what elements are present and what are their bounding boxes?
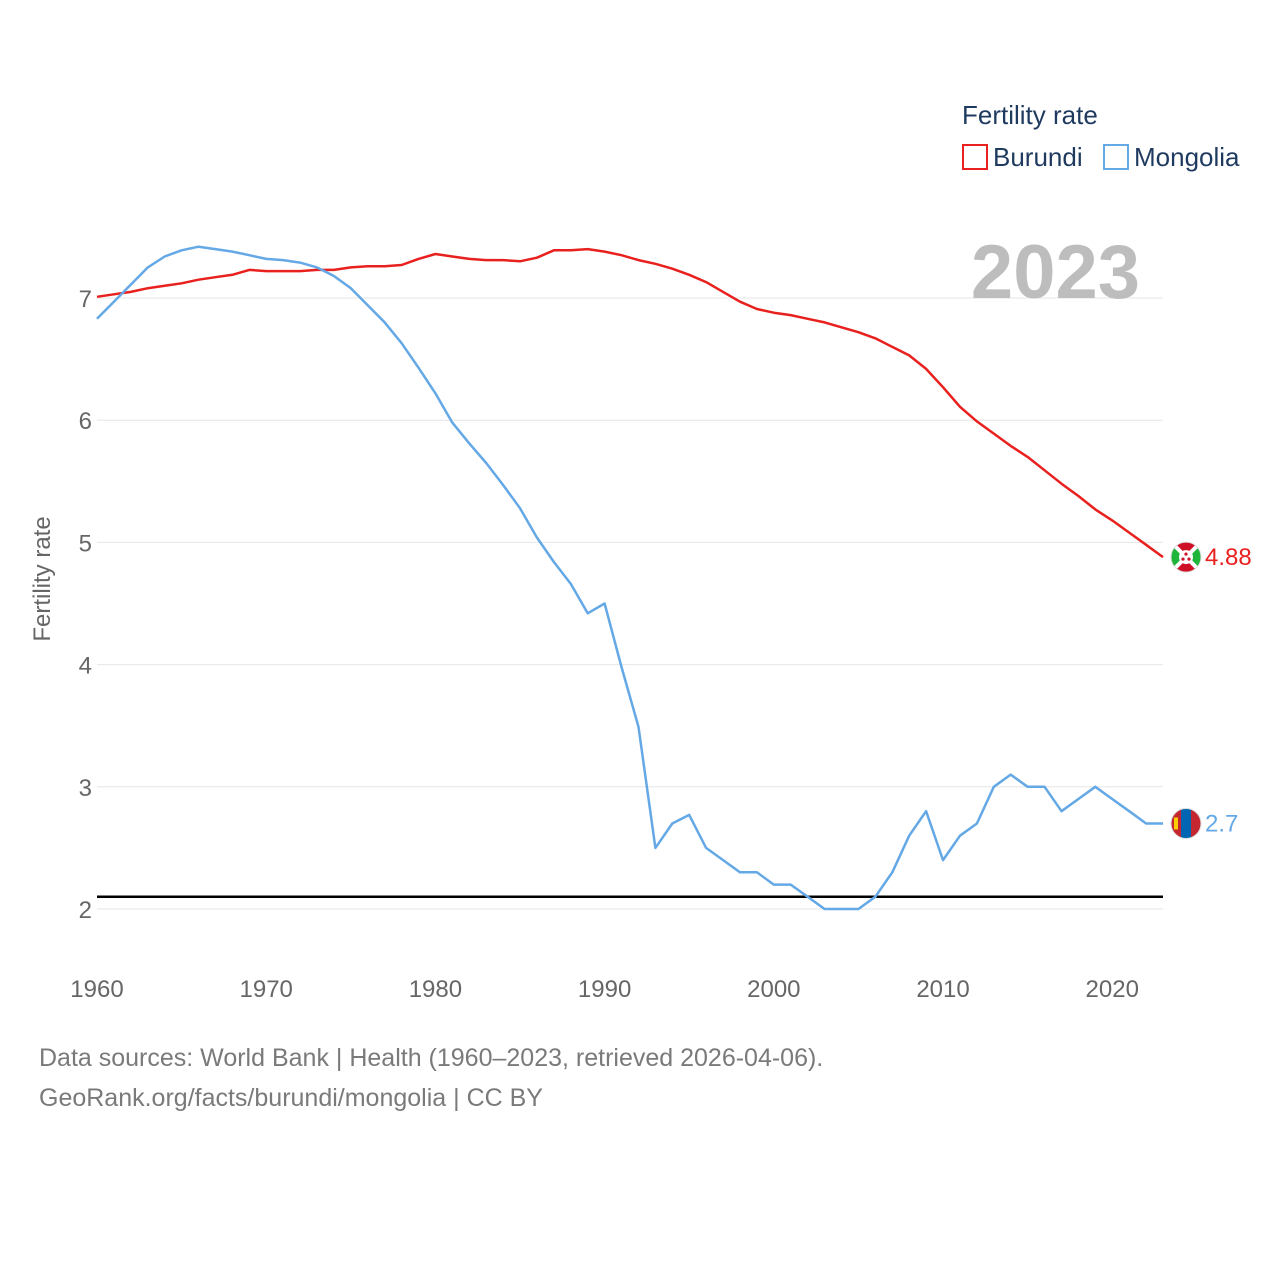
attribution-link[interactable]: GeoRank.org/facts/burundi/mongolia | CC … — [39, 1084, 543, 1112]
legend-label-burundi[interactable]: Burundi — [993, 142, 1083, 172]
end-label-mongolia: 2.7 — [1205, 810, 1238, 837]
series-line-mongolia[interactable] — [96, 245, 1163, 911]
y-tick-label: 2 — [79, 897, 92, 924]
y-axis-title: Fertility rate — [29, 516, 56, 641]
y-tick-label: 7 — [79, 286, 92, 313]
legend-swatch-mongolia[interactable] — [1103, 144, 1129, 170]
gridlines — [97, 297, 1163, 910]
x-tick-label: 1980 — [409, 976, 462, 1003]
y-tick-label: 5 — [79, 530, 92, 557]
legend-title: Fertility rate — [962, 100, 1098, 130]
series-lines — [96, 245, 1164, 911]
x-tick-label: 2020 — [1086, 976, 1139, 1003]
legend-label-mongolia[interactable]: Mongolia — [1134, 142, 1240, 172]
x-tick-label: 1990 — [578, 976, 631, 1003]
y-axis-ticks: 2 3 4 5 6 7 — [79, 286, 92, 924]
x-tick-label: 1960 — [70, 976, 123, 1003]
x-axis-ticks: 1960 1970 1980 1990 2000 2010 2020 — [70, 976, 1139, 1003]
y-tick-label: 3 — [79, 775, 92, 802]
year-label: 2023 — [971, 230, 1140, 315]
y-tick-label: 4 — [79, 653, 92, 680]
x-tick-label: 2000 — [747, 976, 800, 1003]
end-label-burundi: 4.88 — [1205, 544, 1252, 571]
end-labels: 4.88 2.7 — [1170, 541, 1252, 839]
mongolia-flag-icon — [1170, 807, 1202, 839]
legend: Fertility rate Burundi Mongolia — [962, 100, 1240, 172]
series-line-burundi[interactable] — [96, 247, 1164, 559]
x-tick-label: 2010 — [916, 976, 969, 1003]
y-tick-label: 6 — [79, 408, 92, 435]
data-source-note: Data sources: World Bank | Health (1960–… — [39, 1044, 824, 1072]
burundi-flag-icon — [1170, 541, 1202, 573]
legend-swatch-burundi[interactable] — [962, 144, 988, 170]
x-tick-label: 1970 — [240, 976, 293, 1003]
